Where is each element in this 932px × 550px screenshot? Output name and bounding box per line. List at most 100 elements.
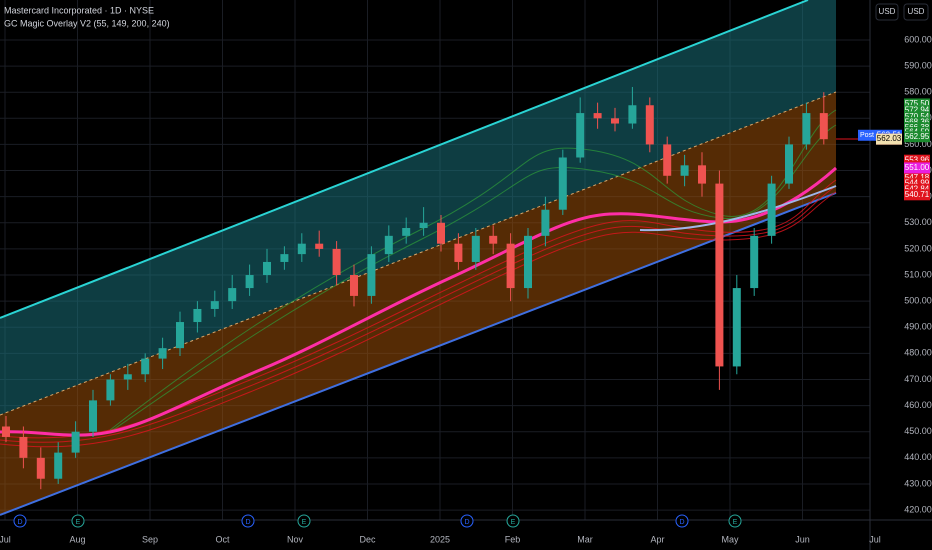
ma-line	[109, 124, 837, 433]
candle-body	[419, 222, 428, 229]
event-marker	[675, 514, 689, 528]
chart-title: Mastercard Incorporated · 1D · NYSE	[4, 5, 154, 15]
candle-body	[123, 374, 132, 380]
price-tag	[904, 105, 930, 117]
candle-body	[2, 426, 10, 437]
candle-body	[245, 275, 254, 289]
x-tick-label: 2025	[430, 534, 450, 544]
candle-body	[802, 113, 811, 145]
channel-mid-line	[0, 91, 837, 416]
price-tag	[904, 154, 930, 166]
candle-body	[819, 113, 828, 140]
candle-body	[141, 358, 150, 375]
ma-line	[0, 185, 837, 443]
axis-layer: 420.00 430.00 440.00 450.00 460.00 470.00 480.…	[0, 34, 932, 544]
price-tag	[904, 131, 930, 143]
candle-body	[437, 222, 445, 244]
price-tag	[904, 162, 930, 174]
price-tag-label: 553.96	[905, 155, 930, 164]
y-tick-label: 510.00	[904, 269, 932, 279]
y-tick-label: 500.00	[904, 296, 932, 306]
event-marker	[506, 514, 520, 528]
candle-body	[698, 165, 706, 184]
candle-body	[315, 243, 324, 249]
candle-body	[193, 308, 202, 323]
candle-body	[158, 348, 167, 359]
candle-body	[593, 113, 602, 119]
x-tick-label: Dec	[359, 534, 376, 544]
y-tick-label: 430.00	[904, 478, 932, 488]
price-tag	[904, 111, 930, 123]
event-marker	[241, 514, 255, 528]
event-marker	[71, 514, 85, 528]
currency-button-label[interactable]: USD	[908, 7, 925, 16]
price-tag	[904, 178, 930, 190]
y-tick-label: 560.00	[904, 139, 932, 149]
candle-body	[367, 254, 376, 296]
candle-body	[611, 118, 619, 124]
price-tag-name-box	[858, 129, 876, 141]
x-tick-label: Nov	[287, 534, 304, 544]
y-tick-label: 490.00	[904, 322, 932, 332]
currency-button[interactable]	[875, 3, 899, 21]
event-marker-label: E	[511, 519, 516, 526]
event-marker-label: E	[302, 519, 307, 526]
candle-body	[489, 235, 498, 244]
candle-body	[36, 457, 45, 479]
y-tick-label: 460.00	[904, 400, 932, 410]
price-tag-label: 562.95	[905, 132, 930, 141]
x-tick-label: Sep	[142, 534, 158, 544]
candle-body	[263, 261, 271, 276]
x-tick-label: Oct	[215, 534, 230, 544]
channel-lower-line	[0, 192, 837, 516]
x-tick-label: Jun	[795, 534, 810, 544]
candle-body	[732, 288, 741, 367]
candle-body	[541, 209, 550, 236]
channel-upper-line	[0, 0, 809, 319]
candle-body	[89, 400, 97, 432]
y-tick-label: 450.00	[904, 426, 932, 436]
candle-body	[576, 113, 585, 158]
candle-body	[680, 165, 689, 176]
x-tick-label: Aug	[69, 534, 85, 544]
price-tag-label: 544.99	[905, 179, 930, 188]
ma-line	[109, 109, 837, 431]
x-tick-label: Apr	[650, 534, 664, 544]
candle-body	[228, 288, 237, 302]
ma-slow	[639, 185, 837, 232]
channel-upper-fill	[0, 0, 836, 415]
candle-body	[210, 301, 219, 309]
y-tick-label: 420.00	[904, 504, 932, 514]
x-tick-label: Mar	[577, 534, 593, 544]
price-tag-label: 540.71	[905, 190, 930, 199]
x-tick-label: Jul	[0, 534, 11, 544]
event-marker-label: D	[679, 519, 684, 526]
price-axis-panel	[870, 0, 932, 550]
price-tag-label: 562.03	[877, 134, 902, 143]
candle-body	[628, 105, 637, 124]
candle-body	[558, 157, 567, 210]
price-tag-label: 551.00	[905, 163, 930, 172]
candle-body	[506, 243, 515, 289]
currency-button[interactable]	[903, 3, 929, 21]
candle-body	[663, 144, 672, 176]
price-tag	[876, 133, 902, 145]
candle-body	[785, 144, 793, 184]
y-tick-label: 440.00	[904, 452, 932, 462]
event-marker-label: D	[17, 519, 22, 526]
candle-body	[71, 431, 80, 453]
candle-body	[524, 235, 532, 289]
candle-body	[297, 243, 306, 255]
ma-bundle-green	[109, 109, 837, 433]
price-tag-label: 575.50	[905, 99, 930, 108]
price-tag	[904, 189, 930, 201]
price-tag-label: 568.36	[905, 118, 930, 127]
price-tag-label: 572.94	[905, 106, 930, 115]
candle-body	[471, 235, 480, 262]
indicator-label: GC Magic Overlay V2 (55, 149, 200, 240)	[4, 18, 170, 28]
y-tick-label: 520.00	[904, 243, 932, 253]
event-marker-label: E	[733, 519, 738, 526]
event-marker-label: D	[464, 519, 469, 526]
currency-button-label[interactable]: USD	[879, 7, 896, 16]
y-tick-label: 530.00	[904, 217, 932, 227]
